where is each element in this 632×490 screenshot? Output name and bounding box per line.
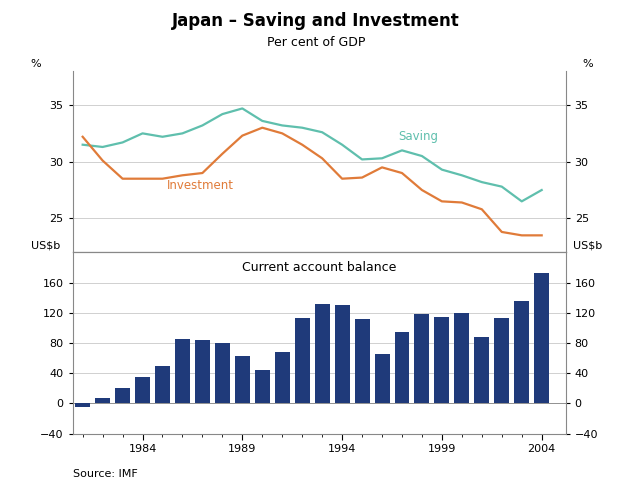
Bar bbox=[534, 273, 549, 403]
Text: Per cent of GDP: Per cent of GDP bbox=[267, 36, 365, 49]
Bar bbox=[75, 403, 90, 407]
Text: Investment: Investment bbox=[166, 179, 233, 192]
Bar bbox=[95, 398, 110, 403]
Bar bbox=[135, 377, 150, 403]
Bar bbox=[235, 356, 250, 403]
Bar bbox=[494, 318, 509, 403]
Bar bbox=[195, 340, 210, 403]
Bar bbox=[215, 343, 230, 403]
Bar bbox=[475, 337, 489, 403]
Text: %: % bbox=[582, 59, 593, 69]
Bar bbox=[334, 305, 349, 403]
Bar bbox=[115, 388, 130, 403]
Bar bbox=[155, 366, 170, 403]
Bar bbox=[315, 304, 330, 403]
Bar bbox=[175, 339, 190, 403]
Bar bbox=[255, 370, 270, 403]
Text: US$b: US$b bbox=[573, 241, 602, 250]
Bar bbox=[355, 319, 370, 403]
Text: US$b: US$b bbox=[31, 241, 60, 250]
Bar bbox=[295, 318, 310, 403]
Text: %: % bbox=[31, 59, 42, 69]
Bar bbox=[275, 352, 289, 403]
Bar bbox=[514, 300, 529, 403]
Bar bbox=[454, 313, 470, 403]
Bar bbox=[394, 332, 410, 403]
Text: Japan – Saving and Investment: Japan – Saving and Investment bbox=[172, 12, 460, 30]
Text: Current account balance: Current account balance bbox=[242, 261, 396, 273]
Bar bbox=[415, 314, 429, 403]
Bar bbox=[375, 354, 389, 403]
Text: Source: IMF: Source: IMF bbox=[73, 469, 137, 479]
Bar bbox=[434, 317, 449, 403]
Text: Saving: Saving bbox=[398, 130, 438, 143]
